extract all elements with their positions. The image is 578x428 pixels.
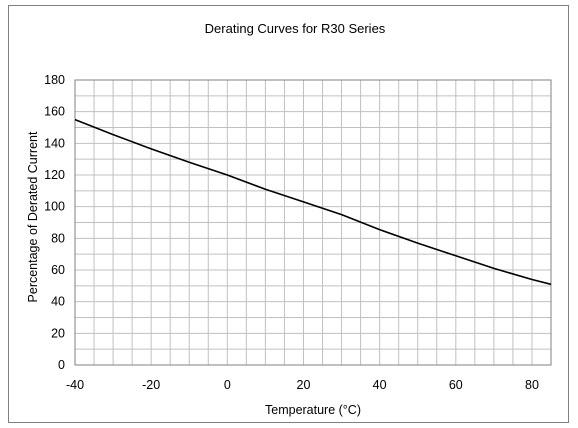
y-tick-label: 180 [44, 73, 65, 87]
derating-curve-line [74, 118, 552, 286]
y-axis-title: Percentage of Derated Current [26, 131, 40, 302]
y-tick-label: 60 [51, 263, 65, 277]
series-layer [74, 118, 552, 286]
y-tick-label: 160 [44, 105, 65, 119]
x-tick-label: -40 [66, 378, 84, 392]
x-tick-label: -20 [142, 378, 160, 392]
x-tick-label: 60 [449, 378, 463, 392]
y-tick-label: 0 [58, 358, 65, 372]
x-tick-label: 40 [373, 378, 387, 392]
y-tick-label: 20 [51, 326, 65, 340]
y-tick-labels: 0 20 40 60 80 100 120 140 160 180 [44, 73, 65, 372]
x-tick-label: 80 [525, 378, 539, 392]
y-tick-label: 100 [44, 200, 65, 214]
y-tick-label: 140 [44, 136, 65, 150]
plot-area-border [74, 79, 552, 366]
chart-title: Derating Curves for R30 Series [205, 21, 386, 36]
x-tick-label: 0 [224, 378, 231, 392]
y-tick-label: 80 [51, 231, 65, 245]
grid [75, 80, 551, 365]
x-axis-title: Temperature (°C) [265, 403, 361, 417]
x-tick-labels: -40 -20 0 20 40 60 80 [66, 378, 539, 392]
y-tick-label: 40 [51, 295, 65, 309]
x-tick-label: 20 [297, 378, 311, 392]
chart-frame [8, 5, 569, 423]
y-tick-label: 120 [44, 168, 65, 182]
